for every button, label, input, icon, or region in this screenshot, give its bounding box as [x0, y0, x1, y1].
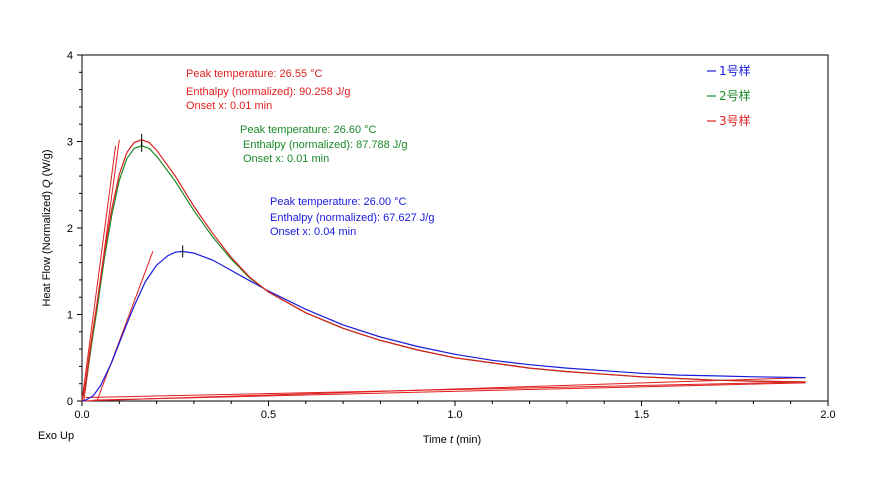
y-tick-label: 1 — [67, 310, 73, 322]
baseline-line — [85, 381, 806, 399]
x-axis-ticks: 0.0 0.5 1.0 1.5 2.0 — [74, 401, 836, 421]
legend-label: 2号样 — [719, 88, 751, 103]
y-tick-label: 0 — [67, 396, 73, 408]
annotation-text: Enthalpy (normalized): 90.258 J/g — [186, 86, 350, 98]
x-tick-label: 2.0 — [820, 409, 835, 421]
annotation-text: Enthalpy (normalized): 67.627 J/g — [270, 212, 434, 224]
annotation-layer: Peak temperature: 26.00 °C Enthalpy (norm… — [186, 68, 434, 238]
exo-up-label: Exo Up — [38, 430, 74, 442]
series-line-2 — [81, 145, 806, 402]
x-tick-label: 1.0 — [447, 409, 462, 421]
x-tick-label: 0.5 — [261, 409, 276, 421]
baseline-line — [93, 382, 806, 401]
series-line-3 — [81, 139, 806, 402]
annotation-text: Enthalpy (normalized): 87.788 J/g — [243, 139, 407, 151]
series-layer — [81, 133, 806, 402]
legend-label: 3号样 — [719, 113, 751, 128]
onset-tangent-line — [96, 251, 154, 402]
annotation-text: Peak temperature: 26.60 °C — [240, 124, 377, 136]
x-tick-label: 1.5 — [634, 409, 649, 421]
x-tick-label: 0.0 — [74, 409, 89, 421]
annotation-text: Peak temperature: 26.55 °C — [186, 68, 323, 80]
y-axis-label: Heat Flow (Normalized) Q (W/g) — [41, 149, 53, 306]
annotation-text: Onset x: 0.04 min — [270, 226, 356, 238]
onset-tangent-line — [81, 145, 117, 402]
legend: 1号样 2号样 3号样 — [707, 63, 751, 128]
annotation-text: Peak temperature: 26.00 °C — [270, 196, 407, 208]
x-axis-label: Time t (min) — [423, 434, 481, 446]
annotation-text: Onset x: 0.01 min — [186, 100, 272, 112]
y-tick-label: 2 — [67, 223, 73, 235]
series-line-1 — [81, 250, 806, 402]
y-tick-label: 4 — [67, 50, 73, 62]
y-tick-label: 3 — [67, 137, 73, 149]
legend-label: 1号样 — [719, 63, 751, 78]
annotation-text: Onset x: 0.01 min — [243, 153, 329, 165]
y-axis-ticks: 0 1 2 3 4 — [67, 50, 82, 408]
